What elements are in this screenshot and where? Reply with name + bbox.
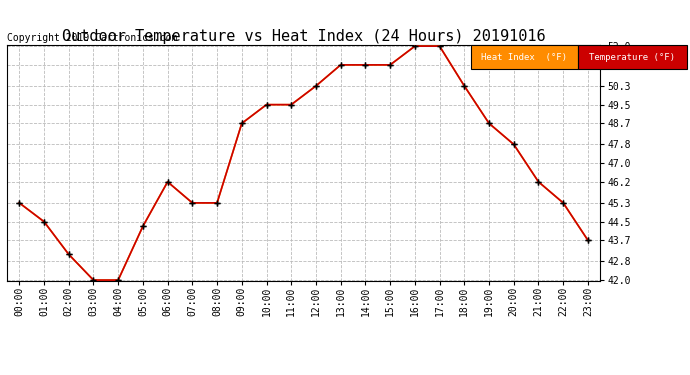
Text: Temperature (°F): Temperature (°F)	[589, 53, 675, 62]
Text: Heat Index  (°F): Heat Index (°F)	[481, 53, 567, 62]
Title: Outdoor Temperature vs Heat Index (24 Hours) 20191016: Outdoor Temperature vs Heat Index (24 Ho…	[62, 29, 545, 44]
Text: Copyright 2019 Cartronics.com: Copyright 2019 Cartronics.com	[7, 33, 177, 43]
